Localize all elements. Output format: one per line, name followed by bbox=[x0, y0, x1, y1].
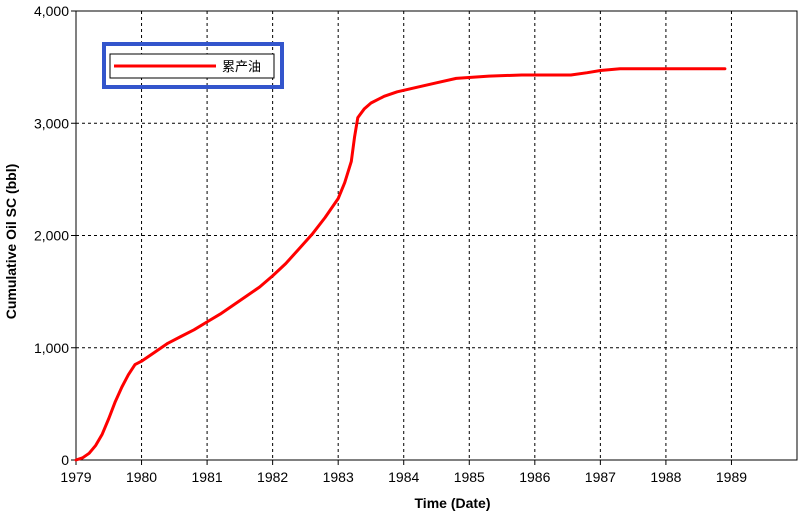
x-axis-title: Time (Date) bbox=[415, 495, 491, 511]
x-tick-label: 1982 bbox=[257, 469, 288, 485]
y-tick-label: 4,000 bbox=[34, 3, 69, 19]
x-tick-label: 1981 bbox=[192, 469, 223, 485]
x-tick-label: 1983 bbox=[323, 469, 354, 485]
x-tick-label: 1988 bbox=[650, 469, 681, 485]
legend-label-cumulative-oil: 累产油 bbox=[222, 60, 261, 75]
x-axis: 1979 1980 1981 1982 1983 1984 1985 1986 1987 1988… bbox=[60, 460, 747, 485]
x-tick-label: 1989 bbox=[716, 469, 747, 485]
series-line-cumulative-oil bbox=[74, 67, 727, 462]
x-tick-label: 1979 bbox=[60, 469, 91, 485]
y-axis-title: Cumulative Oil SC (bbl) bbox=[3, 164, 19, 320]
x-tick-label: 1984 bbox=[388, 469, 419, 485]
x-tick-label: 1980 bbox=[126, 469, 157, 485]
y-axis: 0 1,000 2,000 3,000 4,000 bbox=[34, 3, 76, 468]
x-tick-label: 1987 bbox=[585, 469, 616, 485]
y-tick-label: 0 bbox=[61, 452, 69, 468]
y-tick-label: 1,000 bbox=[34, 340, 69, 356]
y-tick-label: 3,000 bbox=[34, 115, 69, 131]
legend: 累产油 bbox=[102, 42, 284, 89]
legend-frame bbox=[102, 42, 284, 89]
x-tick-label: 1985 bbox=[454, 469, 485, 485]
x-tick-label: 1986 bbox=[519, 469, 550, 485]
y-tick-label: 2,000 bbox=[34, 228, 69, 244]
